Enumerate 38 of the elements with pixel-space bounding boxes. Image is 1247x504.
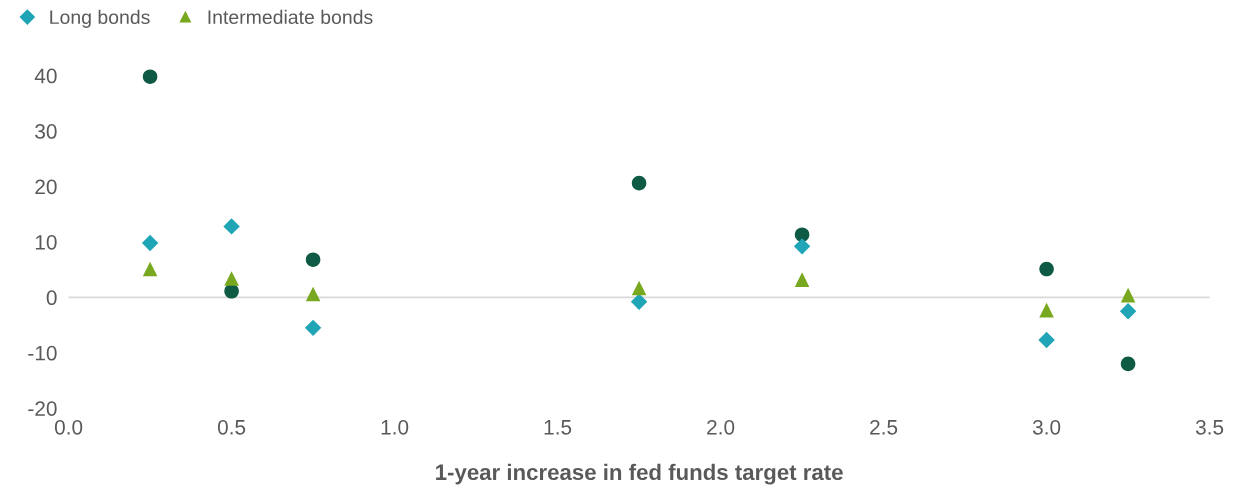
- y-tick-label: 10: [35, 234, 57, 250]
- point: [1119, 303, 1137, 320]
- point: [631, 175, 647, 191]
- x-axis-title: 1-year increase in fed funds target rate: [436, 463, 843, 485]
- legend-label: Intermediate bonds: [208, 9, 373, 25]
- point: [793, 238, 811, 255]
- y-tick-label: -20: [28, 401, 57, 416]
- point: [1038, 331, 1055, 349]
- y-tick-label: 40: [34, 68, 57, 84]
- x-tick-label: 0.5: [217, 419, 246, 435]
- x-tick-label: 2.0: [707, 419, 735, 435]
- point: [1120, 356, 1136, 372]
- point: [1120, 287, 1136, 303]
- x-tick-label: 0.0: [54, 419, 83, 435]
- x-tick-label: 1.5: [544, 420, 572, 435]
- point: [631, 280, 647, 296]
- point: [142, 261, 158, 277]
- point: [224, 271, 239, 286]
- legend-label: Long bonds: [50, 9, 150, 28]
- x-tick-label: 3.0: [1032, 419, 1061, 435]
- point: [305, 286, 321, 302]
- point: [304, 319, 322, 337]
- y-tick-label: 20: [35, 179, 57, 195]
- y-tick-label: 30: [35, 124, 57, 139]
- point: [223, 218, 240, 235]
- point: [1039, 261, 1054, 277]
- point: [305, 252, 321, 267]
- point: [141, 234, 159, 252]
- point: [794, 227, 810, 242]
- point: [142, 69, 158, 84]
- point: [1039, 302, 1054, 318]
- x-tick-label: 1.0: [381, 419, 409, 435]
- point: [794, 272, 810, 287]
- x-tick-label: 3.5: [1195, 419, 1224, 435]
- y-tick-label: 0: [46, 290, 57, 306]
- point: [630, 293, 648, 311]
- x-tick-label: 2.5: [870, 419, 898, 435]
- y-tick-label: -10: [28, 345, 57, 361]
